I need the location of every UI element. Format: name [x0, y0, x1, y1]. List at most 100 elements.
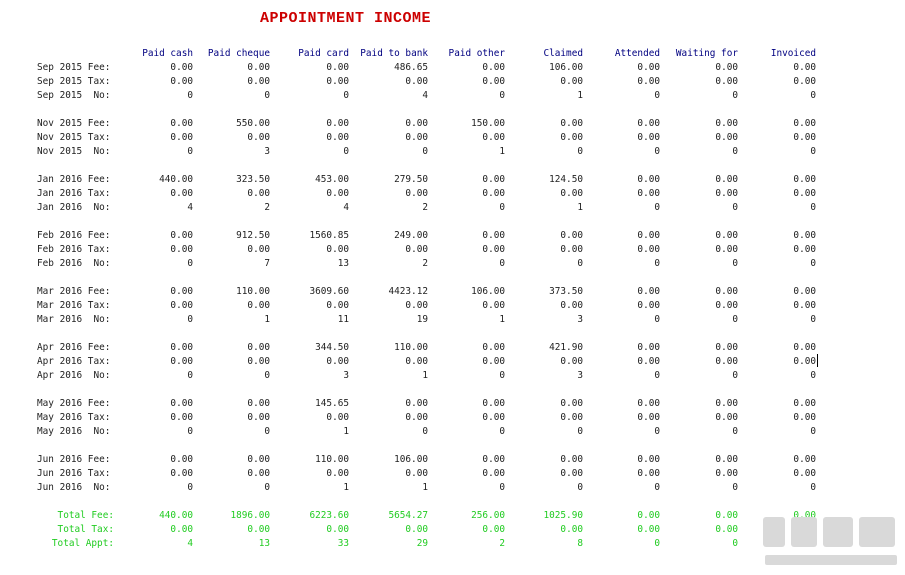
table-cell: 0.00 [560, 356, 583, 367]
table-cell: 0.00 [170, 356, 193, 367]
row-label: May 2016 No: [37, 426, 111, 437]
table-cell: 0.00 [793, 188, 816, 199]
table-cell: 421.90 [549, 342, 583, 353]
table-cell: 0.00 [715, 468, 738, 479]
table-cell: 0.00 [170, 454, 193, 465]
table-row: Jun 2016 Tax: 0.00 0.00 0.00 0.00 0.00 0.00 0.0… [0, 468, 905, 482]
table-cell: 323.50 [236, 174, 270, 185]
table-row: Feb 2016 Tax: 0.00 0.00 0.00 0.00 0.00 0.00 0.0… [0, 244, 905, 258]
table-cell: 550.00 [236, 118, 270, 129]
table-cell: 0.00 [637, 118, 660, 129]
table-cell: 0.00 [715, 244, 738, 255]
table-cell: 0.00 [637, 398, 660, 409]
table-cell: 4 [187, 538, 193, 549]
table-cell: 5654.27 [388, 510, 428, 521]
table-cell: 0.00 [715, 356, 738, 367]
table-cell: 0.00 [326, 412, 349, 423]
table-cell: 0.00 [482, 412, 505, 423]
row-label: Apr 2016 Tax: [37, 356, 111, 367]
table-row: Feb 2016 Fee: 0.00 912.50 1560.85 249.00 0.00… [0, 230, 905, 244]
column-header: Paid cheque [207, 48, 270, 59]
column-header: Invoiced [770, 48, 816, 59]
table-cell: 0.00 [560, 118, 583, 129]
table-row: Jan 2016 Tax: 0.00 0.00 0.00 0.00 0.00 0.00 0.0… [0, 188, 905, 202]
table-cell: 249.00 [394, 230, 428, 241]
column-header: Attended [614, 48, 660, 59]
table-row: Apr 2016 Fee: 0.00 0.00 344.50 110.00 0.00 421… [0, 342, 905, 356]
table-cell: 0.00 [170, 468, 193, 479]
table-cell: 0 [732, 258, 738, 269]
table-cell: 912.50 [236, 230, 270, 241]
table-row: Jun 2016 Fee: 0.00 0.00 110.00 106.00 0.00 0.0… [0, 454, 905, 468]
table-cell: 0.00 [482, 356, 505, 367]
table-cell: 0.00 [715, 454, 738, 465]
table-cell: 0.00 [715, 300, 738, 311]
table-row: Apr 2016 No: 0 0 3 1 0 3 0 0 0 [0, 370, 905, 384]
table-cell: 1896.00 [230, 510, 270, 521]
table-cell: 344.50 [315, 342, 349, 353]
table-cell: 0 [810, 202, 816, 213]
table-cell: 256.00 [471, 510, 505, 521]
table-cell: 0.00 [326, 524, 349, 535]
table-cell: 0 [810, 146, 816, 157]
row-label: Nov 2015 Fee: [37, 118, 111, 129]
table-cell: 0.00 [170, 230, 193, 241]
table-cell: 0 [654, 426, 660, 437]
table-cell: 3 [264, 146, 270, 157]
row-label: Jan 2016 No: [37, 202, 111, 213]
table-cell: 0.00 [247, 300, 270, 311]
table-row: Nov 2015 No: 0 3 0 0 1 0 0 0 0 [0, 146, 905, 160]
table-cell: 0.00 [405, 412, 428, 423]
table-cell: 2 [422, 258, 428, 269]
table-cell: 0.00 [793, 468, 816, 479]
table-cell: 453.00 [315, 174, 349, 185]
table-cell: 0.00 [482, 398, 505, 409]
column-header: Paid card [298, 48, 349, 59]
table-cell: 0.00 [482, 132, 505, 143]
row-label: Mar 2016 Fee: [37, 286, 111, 297]
table-cell: 0.00 [793, 62, 816, 73]
table-cell: 0.00 [793, 356, 816, 367]
table-cell: 0.00 [405, 468, 428, 479]
table-cell: 0.00 [637, 524, 660, 535]
table-cell: 1 [343, 482, 349, 493]
table-cell: 0 [264, 482, 270, 493]
table-cell: 0.00 [247, 356, 270, 367]
table-cell: 0 [810, 90, 816, 101]
table-cell: 0.00 [637, 300, 660, 311]
table-cell: 0.00 [482, 524, 505, 535]
table-cell: 0.00 [715, 342, 738, 353]
table-cell: 6223.60 [309, 510, 349, 521]
table-cell: 0 [422, 146, 428, 157]
table-cell: 0.00 [247, 76, 270, 87]
table-cell: 106.00 [394, 454, 428, 465]
table-cell: 0.00 [560, 468, 583, 479]
row-label: Jun 2016 Fee: [37, 454, 111, 465]
table-row: Mar 2016 Tax: 0.00 0.00 0.00 0.00 0.00 0.00 0.0… [0, 300, 905, 314]
table-cell: 2 [264, 202, 270, 213]
table-cell: 0.00 [715, 62, 738, 73]
table-cell: 110.00 [315, 454, 349, 465]
table-cell: 106.00 [471, 286, 505, 297]
table-cell: 440.00 [159, 174, 193, 185]
table-row: Sep 2015 Tax: 0.00 0.00 0.00 0.00 0.00 0.00 0.0… [0, 76, 905, 90]
table-cell: 0.00 [637, 230, 660, 241]
table-cell: 0.00 [637, 356, 660, 367]
table-cell: 0.00 [482, 76, 505, 87]
table-cell: 0.00 [715, 524, 738, 535]
table-row: Sep 2015 No: 0 0 0 4 0 1 0 0 0 [0, 90, 905, 104]
table-cell: 0 [810, 258, 816, 269]
table-cell: 0.00 [326, 62, 349, 73]
table-cell: 11 [337, 314, 349, 325]
table-cell: 0.00 [326, 468, 349, 479]
table-cell: 0.00 [405, 244, 428, 255]
row-label: Jan 2016 Fee: [37, 174, 111, 185]
table-cell: 0 [810, 538, 816, 549]
table-cell: 0.00 [793, 132, 816, 143]
table-cell: 0 [654, 314, 660, 325]
table-cell: 0.00 [247, 468, 270, 479]
table-cell: 0 [732, 426, 738, 437]
table-cell: 0.00 [637, 454, 660, 465]
table-cell: 0.00 [405, 132, 428, 143]
row-label: Mar 2016 No: [37, 314, 111, 325]
